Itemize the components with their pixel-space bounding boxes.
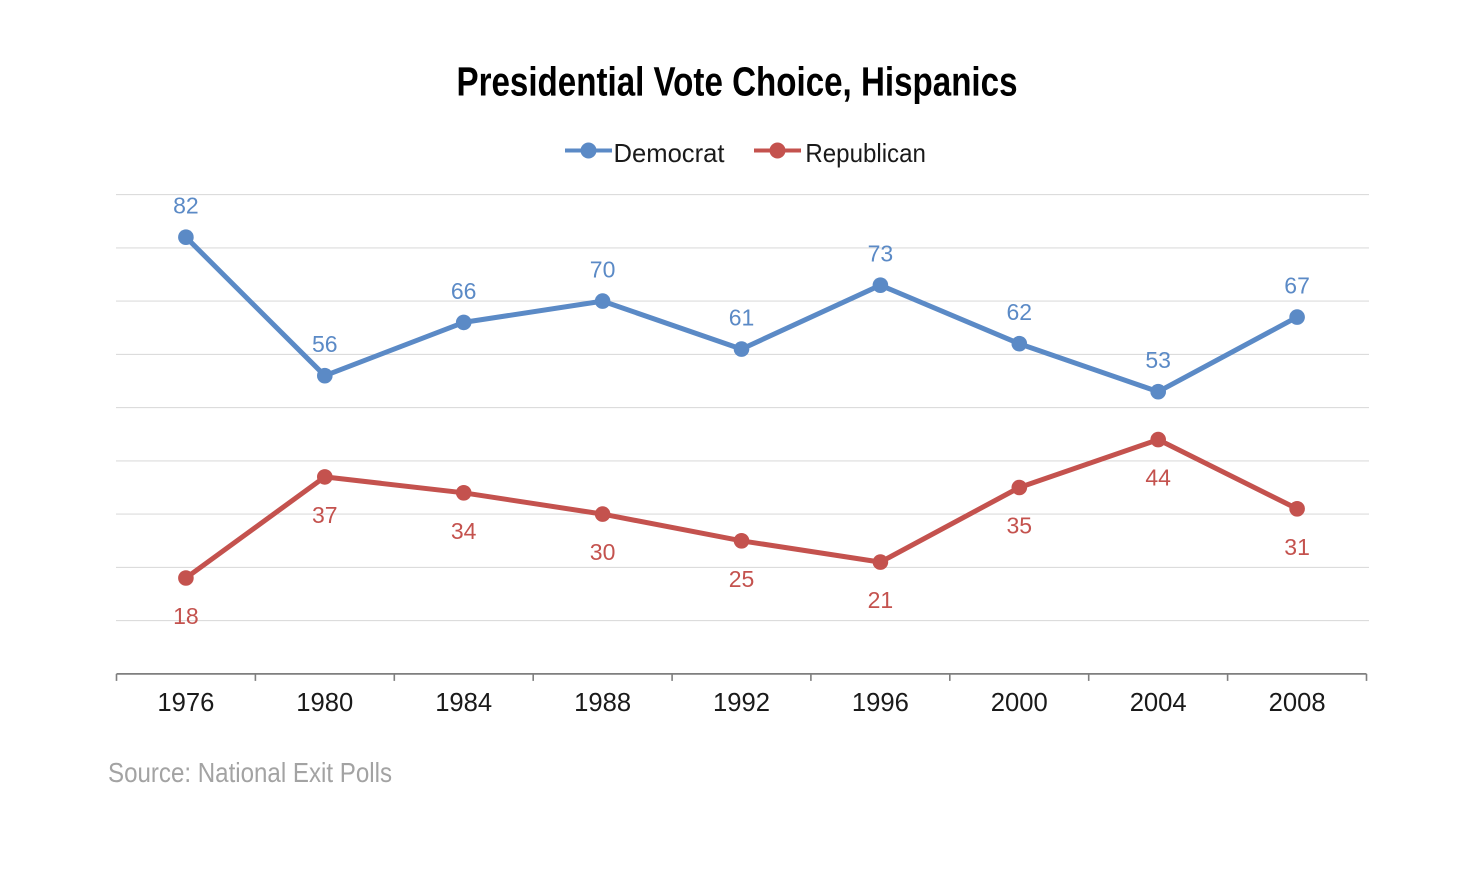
svg-text:1996: 1996 <box>852 687 909 717</box>
svg-text:1980: 1980 <box>296 687 353 717</box>
svg-text:56: 56 <box>312 331 338 357</box>
svg-text:73: 73 <box>868 241 894 267</box>
svg-text:31: 31 <box>1284 534 1310 560</box>
svg-text:34: 34 <box>451 518 477 544</box>
svg-text:62: 62 <box>1007 299 1033 325</box>
svg-text:1992: 1992 <box>713 687 770 717</box>
svg-text:67: 67 <box>1284 273 1310 299</box>
svg-text:2008: 2008 <box>1269 687 1326 717</box>
svg-text:61: 61 <box>729 305 755 331</box>
svg-text:1988: 1988 <box>574 687 631 717</box>
svg-text:82: 82 <box>173 193 199 219</box>
svg-text:1984: 1984 <box>435 687 492 717</box>
svg-text:53: 53 <box>1145 347 1171 373</box>
svg-text:Republican: Republican <box>805 138 926 168</box>
svg-text:44: 44 <box>1145 465 1171 491</box>
svg-text:Democrat: Democrat <box>614 138 726 168</box>
svg-text:Presidential Vote Choice, Hisp: Presidential Vote Choice, Hispanics <box>457 59 1018 105</box>
svg-text:30: 30 <box>590 539 616 565</box>
svg-text:25: 25 <box>729 566 755 592</box>
svg-text:70: 70 <box>590 257 616 283</box>
svg-text:2004: 2004 <box>1130 687 1187 717</box>
svg-text:37: 37 <box>312 502 338 528</box>
svg-text:21: 21 <box>868 587 894 613</box>
svg-text:18: 18 <box>173 603 199 629</box>
svg-text:1976: 1976 <box>157 687 214 717</box>
svg-text:35: 35 <box>1007 513 1033 539</box>
svg-text:2000: 2000 <box>991 687 1048 717</box>
svg-text:66: 66 <box>451 278 477 304</box>
svg-text:Source: National Exit Polls: Source: National Exit Polls <box>108 757 392 788</box>
